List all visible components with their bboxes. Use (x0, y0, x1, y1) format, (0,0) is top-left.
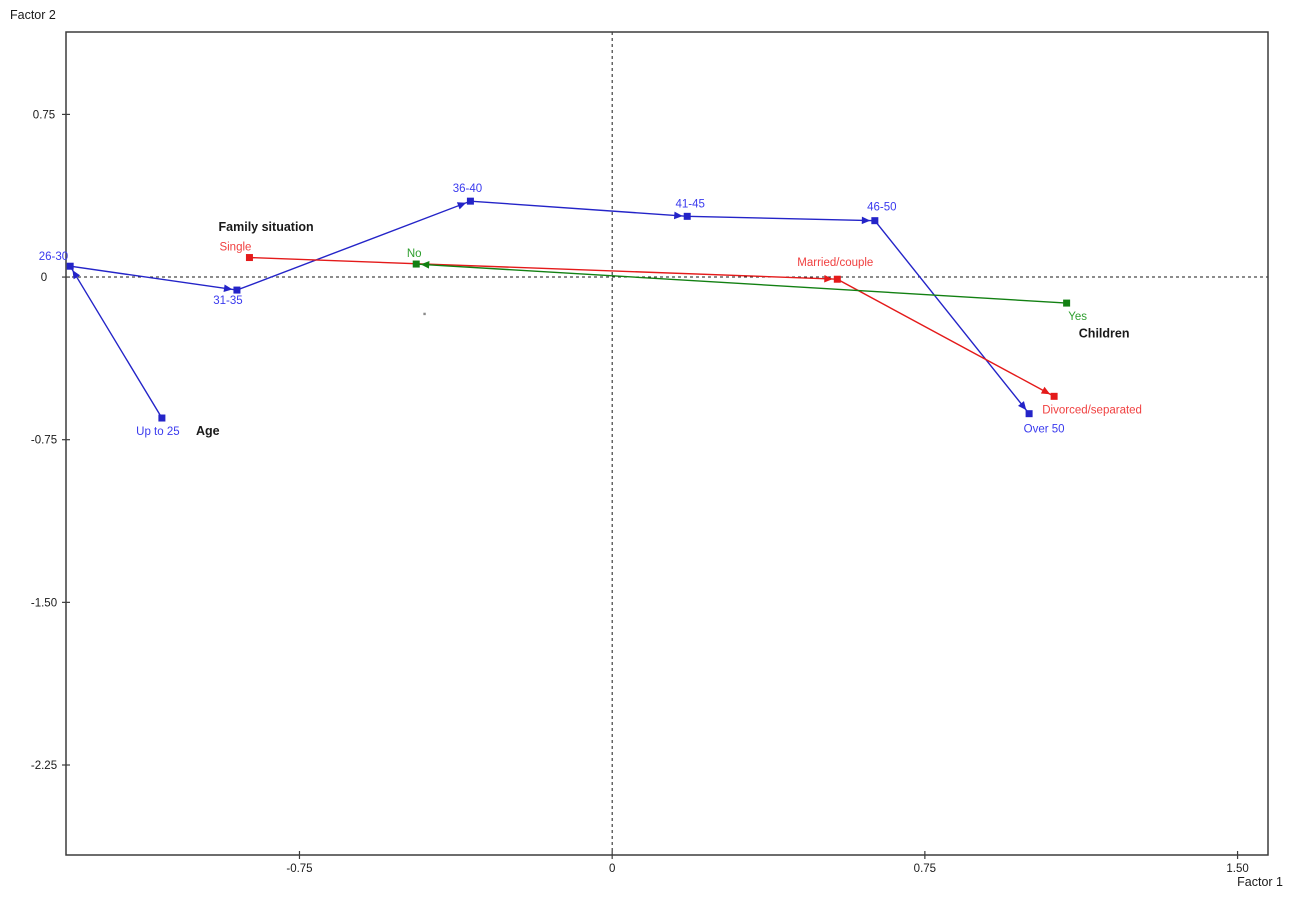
point-label-family-situation: Divorced/separated (1042, 404, 1142, 416)
point-marker-age (1025, 410, 1033, 418)
trajectory-arrowhead-family-situation (1040, 386, 1051, 395)
y-tick-label: -1.50 (31, 597, 57, 609)
point-marker-age (683, 212, 691, 220)
x-tick-label: -0.75 (286, 863, 312, 875)
point-label-age: 46-50 (867, 202, 896, 214)
x-tick-label: 0 (609, 863, 615, 875)
trajectory-arrowhead-age (223, 284, 233, 292)
y-tick-label: -2.25 (31, 760, 57, 772)
point-marker-age (233, 286, 241, 294)
x-axis-title: Factor 1 (1237, 875, 1283, 889)
trajectory-arrowhead-age (72, 270, 81, 280)
point-label-family-situation: Single (219, 242, 251, 254)
point-label-children: No (407, 248, 422, 260)
y-tick-label: 0.75 (33, 109, 55, 121)
stray-dot (423, 312, 426, 316)
point-marker-family-situation (245, 254, 253, 262)
point-marker-children (412, 260, 420, 268)
point-marker-age (871, 217, 879, 225)
series-annotation-children: Children (1079, 326, 1130, 340)
x-tick-label: 1.50 (1226, 863, 1248, 875)
point-marker-children (1063, 299, 1071, 307)
trajectory-arrowhead-age (673, 211, 683, 220)
point-marker-age (158, 414, 166, 422)
series-line-children (416, 263, 1067, 304)
point-label-children: Yes (1068, 311, 1087, 323)
trajectory-arrowhead-age (861, 216, 871, 225)
trajectory-arrowhead-age (456, 202, 467, 210)
point-label-family-situation: Married/couple (797, 257, 873, 269)
y-tick-label: 0 (41, 272, 47, 284)
point-marker-family-situation (1050, 392, 1058, 400)
x-tick-label: 0.75 (914, 863, 936, 875)
y-tick-label: -0.75 (31, 435, 57, 447)
point-label-age: Up to 25 (136, 426, 179, 438)
plot-frame (65, 31, 1269, 856)
trajectory-arrowhead-children (420, 261, 430, 269)
series-line-age (68, 200, 1030, 419)
point-marker-age (66, 262, 74, 270)
point-marker-age (466, 197, 474, 205)
point-label-age: 26-30 (39, 251, 68, 263)
point-marker-family-situation (833, 275, 841, 283)
trajectory-arrowhead-family-situation (824, 274, 833, 283)
point-label-age: 41-45 (676, 198, 705, 210)
series-annotation-family-situation: Family situation (219, 220, 314, 234)
y-axis-title: Factor 2 (10, 8, 56, 22)
point-label-age: 36-40 (453, 183, 482, 195)
point-label-age: 31-35 (213, 295, 242, 307)
point-label-age: Over 50 (1024, 424, 1065, 436)
trajectory-arrowhead-age (1018, 401, 1027, 411)
series-annotation-age: Age (196, 424, 220, 438)
